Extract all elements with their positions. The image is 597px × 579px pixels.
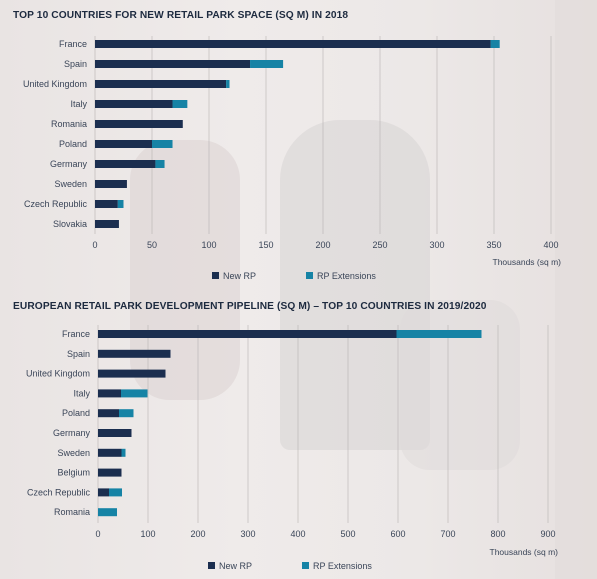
bar-new-rp <box>95 140 152 148</box>
bar-new-rp <box>95 40 491 48</box>
bar-new-rp <box>95 180 127 188</box>
bar-new-rp <box>95 120 183 128</box>
category-label: Sweden <box>57 448 90 458</box>
category-label: Italy <box>70 99 87 109</box>
chart-title-1: TOP 10 COUNTRIES FOR NEW RETAIL PARK SPA… <box>13 10 349 21</box>
x-tick-label: 200 <box>315 240 330 250</box>
bar-new-rp <box>95 220 119 228</box>
x-tick-label: 100 <box>140 529 155 539</box>
x-tick-label: 600 <box>390 529 405 539</box>
category-label: United Kingdom <box>23 79 87 89</box>
category-label: France <box>59 39 87 49</box>
bar-new-rp <box>95 100 173 108</box>
legend-label: RP Extensions <box>317 271 376 281</box>
x-tick-label: 800 <box>490 529 505 539</box>
category-label: Italy <box>73 388 90 398</box>
x-tick-label: 300 <box>240 529 255 539</box>
legend-swatch <box>212 272 219 279</box>
chart-title-2: EUROPEAN RETAIL PARK DEVELOPMENT PIPELIN… <box>13 301 487 312</box>
bar-rp-extensions <box>396 330 482 338</box>
category-label: Romania <box>54 507 90 517</box>
bar-new-rp <box>98 349 171 358</box>
x-tick-label: 400 <box>290 529 305 539</box>
x-tick-label: 900 <box>540 529 555 539</box>
bar-new-rp <box>98 409 119 418</box>
x-tick-label: 150 <box>258 240 273 250</box>
bar-rp-extensions <box>98 508 117 517</box>
category-label: Germany <box>53 428 91 438</box>
bar-new-rp <box>95 200 118 208</box>
x-tick-label: 700 <box>440 529 455 539</box>
bar-new-rp <box>98 468 122 477</box>
category-label: Poland <box>59 139 87 149</box>
chart-1: 0 50 100 150 200 250 300 350 400 France Spain Unite… <box>23 36 562 281</box>
category-label: Belgium <box>57 468 90 478</box>
bar-new-rp <box>98 369 166 378</box>
legend-swatch <box>302 562 309 569</box>
bar-rp-extensions <box>121 448 126 457</box>
bar-rp-extensions <box>226 80 230 88</box>
bar-rp-extensions <box>490 40 500 48</box>
category-label: United Kingdom <box>26 369 90 379</box>
bar-new-rp <box>95 160 156 168</box>
x-axis-unit-label: Thousands (sq m) <box>490 547 559 557</box>
category-label: Poland <box>62 408 90 418</box>
x-axis-unit-label: Thousands (sq m) <box>493 257 562 267</box>
bar-rp-extensions <box>152 140 173 148</box>
bar-new-rp <box>95 80 227 88</box>
x-tick-label: 400 <box>543 240 558 250</box>
category-label: Romania <box>51 119 87 129</box>
bar-new-rp <box>95 60 251 68</box>
category-label: Sweden <box>54 179 87 189</box>
bar-rp-extensions <box>109 488 122 497</box>
legend-swatch <box>208 562 215 569</box>
bar-new-rp <box>98 488 109 497</box>
x-tick-label: 300 <box>429 240 444 250</box>
x-tick-label: 500 <box>340 529 355 539</box>
bar-rp-extensions <box>250 60 284 68</box>
legend-label: New RP <box>219 561 252 571</box>
legend-swatch <box>306 272 313 279</box>
category-label: France <box>62 329 90 339</box>
category-label: Slovakia <box>53 219 87 229</box>
bar-rp-extensions <box>117 200 124 208</box>
bar-rp-extensions <box>155 160 165 168</box>
bar-new-rp <box>98 330 397 338</box>
x-tick-label: 0 <box>95 529 100 539</box>
category-label: Spain <box>64 59 87 69</box>
x-tick-label: 0 <box>92 240 97 250</box>
x-tick-label: 250 <box>372 240 387 250</box>
legend-label: New RP <box>223 271 256 281</box>
category-label: Czech Republic <box>24 199 88 209</box>
bar-new-rp <box>98 389 121 398</box>
bar-new-rp <box>98 448 122 457</box>
x-tick-label: 350 <box>486 240 501 250</box>
x-tick-label: 50 <box>147 240 157 250</box>
bar-rp-extensions <box>121 389 148 398</box>
bar-new-rp <box>98 429 132 437</box>
bar-rp-extensions <box>172 100 188 108</box>
category-label: Spain <box>67 349 90 359</box>
legend-label: RP Extensions <box>313 561 372 571</box>
x-tick-label: 200 <box>190 529 205 539</box>
bar-rp-extensions <box>119 409 134 418</box>
category-label: Czech Republic <box>27 487 91 497</box>
x-tick-label: 100 <box>201 240 216 250</box>
category-label: Germany <box>50 159 88 169</box>
